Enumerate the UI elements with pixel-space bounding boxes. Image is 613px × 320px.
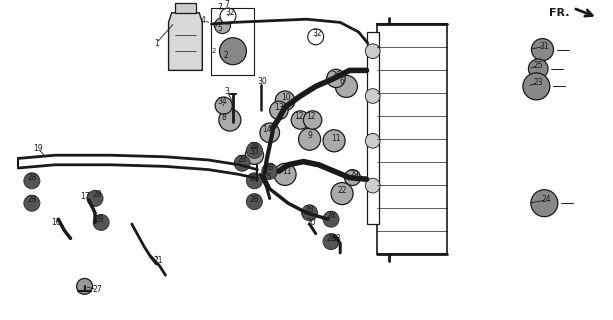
Circle shape xyxy=(220,8,236,24)
Circle shape xyxy=(274,164,296,185)
Circle shape xyxy=(308,29,324,45)
Circle shape xyxy=(365,133,380,148)
Circle shape xyxy=(345,170,360,186)
Text: 28: 28 xyxy=(326,212,336,220)
Circle shape xyxy=(275,91,295,111)
Circle shape xyxy=(270,101,288,120)
Text: 6: 6 xyxy=(340,77,345,86)
Text: 5: 5 xyxy=(212,22,216,28)
Text: 28: 28 xyxy=(237,155,247,164)
Text: 1: 1 xyxy=(154,39,159,48)
Text: 28: 28 xyxy=(249,142,259,151)
Text: 28: 28 xyxy=(27,173,37,182)
Circle shape xyxy=(234,155,250,171)
Text: 7: 7 xyxy=(217,4,222,12)
Circle shape xyxy=(531,39,554,60)
Circle shape xyxy=(523,73,550,100)
Circle shape xyxy=(77,278,93,294)
Circle shape xyxy=(246,194,262,210)
Circle shape xyxy=(246,173,262,189)
Text: 27: 27 xyxy=(92,285,102,294)
Text: FR.: FR. xyxy=(549,8,569,18)
Text: 22: 22 xyxy=(337,186,347,195)
Text: 17: 17 xyxy=(80,192,89,201)
Circle shape xyxy=(335,76,357,97)
Circle shape xyxy=(262,163,278,179)
Text: 4: 4 xyxy=(201,16,206,25)
Circle shape xyxy=(531,190,558,217)
Text: 32: 32 xyxy=(313,29,322,38)
Text: 12: 12 xyxy=(306,112,316,121)
Text: 29: 29 xyxy=(349,170,359,179)
Bar xyxy=(175,3,196,13)
Text: 28: 28 xyxy=(94,215,104,224)
Circle shape xyxy=(323,234,339,250)
Circle shape xyxy=(93,214,109,230)
Text: 28: 28 xyxy=(249,174,259,183)
Circle shape xyxy=(24,195,40,211)
Text: 3: 3 xyxy=(224,87,229,96)
Circle shape xyxy=(327,69,345,88)
Circle shape xyxy=(219,109,241,131)
Text: 28: 28 xyxy=(92,190,102,199)
Text: 30: 30 xyxy=(257,77,267,86)
Text: 11: 11 xyxy=(331,134,341,143)
Bar xyxy=(377,24,447,254)
Circle shape xyxy=(245,146,264,164)
Text: 25: 25 xyxy=(533,61,543,70)
Circle shape xyxy=(215,97,232,114)
Text: 19: 19 xyxy=(33,144,43,153)
Text: 13: 13 xyxy=(274,103,284,112)
Polygon shape xyxy=(169,13,202,70)
Text: 2: 2 xyxy=(223,52,228,60)
Text: 5: 5 xyxy=(217,24,222,33)
Bar xyxy=(367,32,379,224)
Circle shape xyxy=(299,128,321,150)
Circle shape xyxy=(291,111,310,129)
Text: 28: 28 xyxy=(326,234,336,243)
Text: 28: 28 xyxy=(265,164,275,172)
Text: 28: 28 xyxy=(27,196,37,204)
Text: 28: 28 xyxy=(249,195,259,204)
Circle shape xyxy=(365,89,380,103)
Circle shape xyxy=(331,183,353,204)
Circle shape xyxy=(215,18,230,34)
Text: 31: 31 xyxy=(539,42,549,51)
Text: 24: 24 xyxy=(542,196,552,204)
Text: 10: 10 xyxy=(281,93,291,102)
Circle shape xyxy=(24,173,40,189)
Text: 23: 23 xyxy=(533,78,543,87)
Circle shape xyxy=(323,211,339,227)
Text: 28: 28 xyxy=(305,205,314,214)
Bar xyxy=(211,8,254,75)
Text: 21: 21 xyxy=(153,256,163,265)
Text: 12: 12 xyxy=(294,112,304,121)
Text: 20: 20 xyxy=(306,218,316,227)
Circle shape xyxy=(323,130,345,152)
Text: 14: 14 xyxy=(262,125,272,134)
Circle shape xyxy=(246,142,262,158)
Text: 33: 33 xyxy=(249,148,259,156)
Text: 15: 15 xyxy=(262,173,272,182)
Text: 32: 32 xyxy=(225,8,235,17)
Circle shape xyxy=(303,111,322,129)
Text: 8: 8 xyxy=(221,113,226,122)
Text: 7: 7 xyxy=(224,0,229,9)
Circle shape xyxy=(365,44,380,59)
Text: 11: 11 xyxy=(282,167,292,176)
Circle shape xyxy=(87,190,103,206)
Text: 16: 16 xyxy=(51,218,61,227)
Circle shape xyxy=(302,205,318,221)
Circle shape xyxy=(260,123,280,143)
Text: 26: 26 xyxy=(331,71,341,80)
Circle shape xyxy=(528,59,548,79)
Text: 18: 18 xyxy=(331,234,341,243)
Text: 9: 9 xyxy=(307,132,312,140)
Text: 34: 34 xyxy=(217,97,227,106)
Circle shape xyxy=(219,38,246,65)
Text: 2: 2 xyxy=(212,48,216,54)
Circle shape xyxy=(365,178,380,193)
